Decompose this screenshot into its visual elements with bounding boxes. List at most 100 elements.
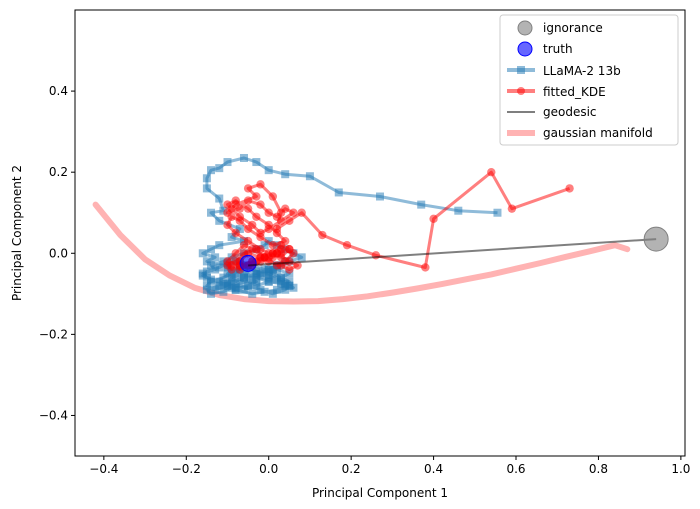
llama-point [202, 267, 211, 276]
llama-point [252, 281, 261, 290]
kde-point [252, 245, 261, 254]
kde-point [281, 204, 290, 213]
llama-point [256, 285, 265, 294]
llama-point [198, 271, 207, 280]
llama-point [202, 184, 211, 193]
kde-point [235, 216, 245, 226]
kde-point [231, 249, 240, 258]
y-tick-label: 0.2 [49, 165, 68, 179]
llama-point [207, 166, 216, 175]
llama-point [264, 267, 273, 276]
llama-point [211, 285, 220, 294]
kde-point [285, 265, 294, 274]
legend-truth-label: truth [543, 42, 573, 56]
llama-point [376, 192, 384, 201]
llama-point [493, 208, 502, 217]
kde-point [285, 216, 294, 226]
llama-point [198, 249, 207, 258]
kde-point [276, 216, 286, 226]
legend-kde-marker [517, 87, 525, 95]
llama-point [248, 289, 257, 298]
legend-kde-label: fitted_KDE [543, 85, 606, 99]
kde-point [252, 212, 261, 221]
truth-layer [239, 254, 257, 272]
llama-point [215, 216, 224, 225]
llama-point [215, 277, 224, 286]
kde-point [289, 208, 298, 217]
llama-point [215, 263, 224, 272]
llama-point [334, 188, 343, 197]
llama-point [285, 277, 294, 286]
llama-point [207, 277, 216, 286]
llama-point [231, 283, 240, 292]
x-tick-label: −0.4 [89, 462, 118, 476]
kde-point [342, 240, 352, 250]
x-axis-ticks: −0.4 −0.2 0.0 0.2 0.4 0.6 0.8 1.0 [89, 456, 690, 476]
llama-point [215, 164, 224, 173]
kde-point [223, 200, 232, 209]
llama-point [207, 289, 216, 298]
kde-point [272, 228, 282, 238]
legend-ignorance-marker [517, 20, 533, 36]
kde-point [256, 200, 265, 209]
kde-point [276, 249, 286, 258]
geodesic-layer [248, 238, 657, 267]
llama-point [207, 245, 216, 254]
y-tick-label: −0.2 [39, 327, 68, 341]
legend-box [499, 14, 679, 146]
llama-point [219, 287, 228, 296]
kde-point [268, 192, 278, 201]
kde-point [285, 245, 294, 254]
llama-point [219, 273, 228, 282]
llama-point [202, 257, 211, 266]
llama-point [281, 279, 290, 288]
llama-point [289, 283, 298, 292]
llama-point [215, 241, 224, 250]
y-axis-ticks: −0.4 −0.2 0.0 0.2 0.4 [39, 84, 75, 422]
llama-point [223, 281, 232, 290]
legend-geodesic-label: geodesic [543, 105, 597, 119]
llama-point [268, 269, 277, 278]
llama-point [252, 273, 261, 282]
llama-point [211, 265, 220, 274]
legend: ignorance truth LLaMA-2 13b fitted_KDE g… [499, 14, 679, 146]
llama-point [277, 273, 286, 282]
kde-point [227, 212, 236, 221]
llama-point [202, 174, 211, 183]
llama-point [264, 166, 273, 175]
kde-point [285, 257, 294, 266]
llama-point [227, 277, 236, 286]
llama-point [264, 271, 273, 280]
llama-point [454, 206, 463, 215]
x-tick-label: 0.4 [424, 462, 443, 476]
legend-truth-marker [517, 41, 533, 57]
kde-point [565, 184, 574, 193]
geodesic-line [248, 238, 657, 267]
kde-point [243, 196, 253, 205]
kde-series-layer [223, 167, 574, 274]
llama-point [277, 277, 286, 286]
llama-point [285, 281, 294, 290]
x-tick-label: 0.2 [342, 462, 361, 476]
llama-point [211, 253, 220, 262]
legend-llama-marker [517, 66, 525, 74]
kde-point [256, 180, 265, 189]
llama-point [264, 277, 273, 286]
llama-point [202, 281, 211, 290]
kde-point [243, 204, 253, 213]
kde-point [264, 208, 273, 217]
kde-point [243, 224, 253, 234]
ignorance-point [643, 226, 669, 252]
truth-point [239, 254, 257, 272]
kde-point [256, 232, 265, 242]
llama-point [252, 158, 261, 167]
x-axis-label: Principal Component 1 [312, 486, 448, 500]
llama-point [207, 208, 216, 217]
llama-point [281, 170, 290, 179]
y-tick-label: 0.0 [49, 246, 68, 260]
llama-point [231, 269, 240, 278]
kde-point [243, 184, 253, 193]
plot-frame [74, 9, 686, 457]
llama-point [215, 281, 224, 290]
